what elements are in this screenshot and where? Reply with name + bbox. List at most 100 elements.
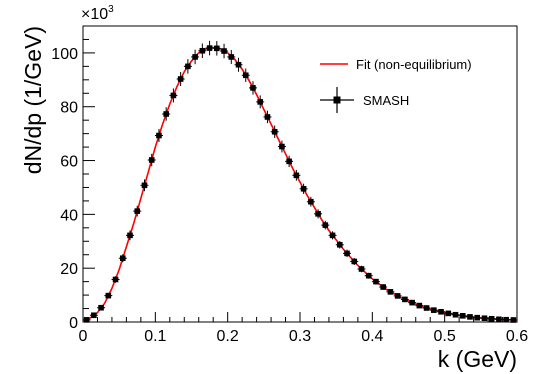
legend-smash-label: SMASH bbox=[363, 93, 409, 108]
data-point bbox=[183, 59, 192, 74]
data-point bbox=[335, 241, 344, 249]
y-tick-label: 60 bbox=[60, 154, 78, 171]
data-marker bbox=[387, 289, 394, 295]
data-marker bbox=[445, 310, 452, 317]
data-point bbox=[263, 110, 272, 124]
data-marker bbox=[279, 143, 285, 150]
data-marker bbox=[134, 208, 141, 214]
data-point bbox=[437, 308, 446, 315]
data-point bbox=[451, 311, 460, 318]
fit-line bbox=[82, 46, 518, 323]
data-marker bbox=[141, 182, 148, 189]
data-point bbox=[306, 196, 315, 207]
data-marker bbox=[228, 54, 235, 60]
data-marker bbox=[416, 302, 423, 309]
data-point bbox=[176, 72, 185, 87]
data-marker bbox=[315, 211, 321, 217]
data-marker bbox=[452, 311, 459, 318]
data-point bbox=[191, 49, 200, 65]
data-point bbox=[97, 304, 106, 311]
data-marker bbox=[373, 278, 379, 285]
data-marker bbox=[300, 186, 307, 192]
data-point bbox=[169, 88, 178, 103]
data-point bbox=[147, 153, 156, 167]
data-marker bbox=[163, 111, 169, 117]
y-tick-label: 80 bbox=[60, 100, 78, 117]
data-marker bbox=[467, 314, 473, 320]
data-marker bbox=[83, 317, 90, 323]
x-tick-label: 0.1 bbox=[144, 328, 166, 345]
data-marker bbox=[336, 241, 343, 248]
data-point bbox=[205, 40, 214, 56]
data-marker bbox=[351, 258, 358, 265]
smash-series-layer bbox=[82, 40, 518, 323]
x-axis-title: k (GeV) bbox=[438, 346, 517, 372]
x-tick-label: 0.4 bbox=[361, 328, 383, 345]
data-marker bbox=[112, 276, 119, 283]
x-tick-label: 0.6 bbox=[506, 328, 528, 345]
data-marker bbox=[105, 292, 112, 299]
data-point bbox=[314, 209, 323, 219]
y-axis-title: dN/dp (1/GeV) bbox=[20, 26, 46, 174]
data-marker bbox=[503, 316, 509, 323]
y-multiplier-exponent: 3 bbox=[108, 4, 114, 15]
data-point bbox=[234, 57, 243, 72]
data-marker bbox=[394, 293, 401, 299]
y-tick-label: 20 bbox=[60, 261, 78, 278]
data-point bbox=[104, 292, 113, 299]
data-marker bbox=[91, 312, 97, 319]
data-point bbox=[393, 293, 402, 299]
data-marker bbox=[286, 158, 292, 165]
data-point bbox=[133, 205, 142, 217]
data-point bbox=[400, 296, 409, 303]
data-point bbox=[371, 278, 380, 285]
data-marker bbox=[409, 299, 415, 306]
data-marker bbox=[438, 308, 444, 315]
data-point bbox=[162, 107, 171, 121]
data-marker bbox=[488, 315, 495, 322]
data-marker bbox=[271, 128, 278, 135]
data-point bbox=[198, 43, 207, 59]
data-marker bbox=[474, 314, 481, 321]
data-point bbox=[154, 129, 163, 142]
data-point bbox=[321, 220, 330, 230]
data-point bbox=[241, 68, 250, 82]
data-point bbox=[502, 316, 511, 323]
data-point bbox=[415, 302, 424, 309]
data-point bbox=[494, 316, 503, 323]
data-marker bbox=[431, 307, 437, 313]
data-marker bbox=[185, 63, 191, 70]
data-marker bbox=[402, 296, 408, 303]
data-point bbox=[350, 257, 359, 265]
data-point bbox=[422, 305, 431, 311]
data-point bbox=[386, 289, 395, 295]
data-point bbox=[140, 179, 149, 192]
x-tick-label: 0.2 bbox=[217, 328, 239, 345]
data-point bbox=[487, 315, 496, 322]
data-point bbox=[248, 81, 257, 95]
data-marker bbox=[177, 76, 184, 82]
data-marker bbox=[380, 284, 386, 290]
legend-smash-swatch bbox=[320, 87, 354, 113]
data-marker bbox=[358, 266, 365, 272]
x-tick-label: 0.5 bbox=[434, 328, 456, 345]
x-axis-ticks: 0 0.1 0.2 0.3 0.4 0.5 0.6 bbox=[79, 312, 528, 345]
y-multiplier: ×103 bbox=[81, 4, 114, 23]
data-point bbox=[299, 183, 308, 194]
legend-fit-label: Fit (non-equilibrium) bbox=[356, 57, 472, 72]
data-point bbox=[220, 43, 229, 59]
x-tick-label: 0.3 bbox=[289, 328, 311, 345]
data-point bbox=[227, 49, 236, 64]
data-marker bbox=[214, 45, 220, 52]
legend: Fit (non-equilibrium) SMASH bbox=[320, 57, 472, 113]
data-marker bbox=[250, 85, 256, 91]
data-point bbox=[82, 317, 91, 323]
data-point bbox=[212, 41, 221, 56]
data-marker bbox=[98, 304, 104, 311]
data-marker bbox=[257, 99, 264, 105]
data-point bbox=[379, 284, 388, 290]
data-marker bbox=[308, 198, 314, 205]
data-marker bbox=[510, 317, 517, 323]
data-marker bbox=[344, 250, 350, 257]
